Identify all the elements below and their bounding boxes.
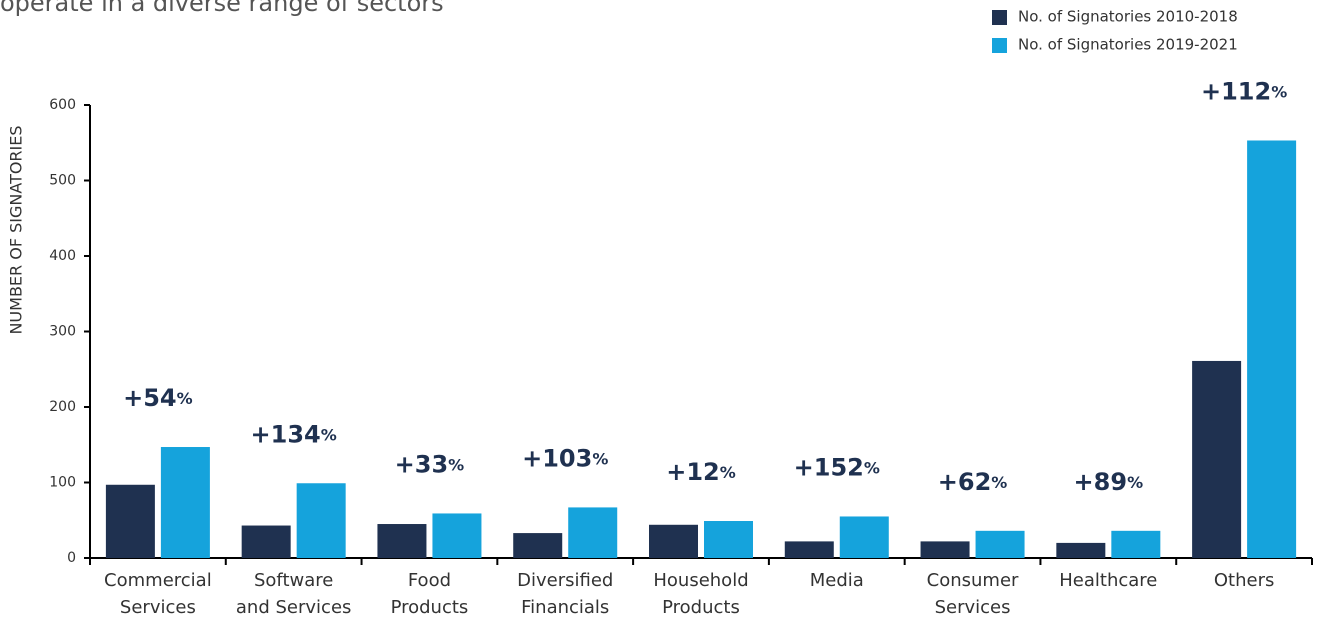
annotation-number: +12 [666, 458, 720, 486]
annotation-suffix: % [720, 463, 736, 482]
bar [1247, 140, 1297, 559]
annotation-number: +112 [1201, 77, 1271, 105]
annotation-suffix: % [991, 472, 1007, 491]
annotation-suffix: % [592, 449, 608, 468]
x-tick-label: Financials [521, 597, 609, 618]
x-tick-label: Commercial [104, 570, 212, 591]
x-tick-label: Services [935, 597, 1011, 618]
annotation: +103% [522, 444, 608, 472]
x-tick-label: Others [1214, 570, 1275, 591]
chart-title: operate in a diverse range of sectors [0, 0, 444, 17]
legend-swatch [992, 10, 1007, 25]
bar [1111, 530, 1161, 558]
legend-swatch [992, 38, 1007, 53]
annotation: +54% [123, 384, 193, 412]
bar [160, 447, 210, 558]
annotation-suffix: % [864, 458, 880, 477]
annotation-suffix: % [177, 389, 193, 408]
annotation-number: +103 [522, 444, 592, 472]
annotation: +152% [794, 453, 880, 481]
bar [1056, 542, 1106, 558]
annotation: +33% [395, 450, 465, 478]
x-tick-label: and Services [236, 597, 352, 618]
x-tick-label: Media [810, 570, 864, 591]
y-axis-label: NUMBER OF SIGNATORIES [7, 125, 26, 334]
x-tick-label: Household [653, 570, 748, 591]
bar [105, 484, 155, 558]
y-tick-label: 500 [49, 173, 76, 189]
annotation-suffix: % [321, 425, 337, 444]
y-tick-label: 100 [49, 475, 76, 491]
x-tick-label: Consumer [927, 570, 1019, 591]
bar [784, 541, 834, 558]
annotation: +12% [666, 458, 736, 486]
x-tick-label: Products [662, 597, 740, 618]
annotation-number: +33 [395, 450, 449, 478]
annotation-number: +152 [794, 453, 864, 481]
y-tick-label: 300 [49, 324, 76, 340]
bar [920, 541, 970, 558]
bar [839, 516, 889, 558]
bar [513, 533, 563, 558]
y-tick-label: 400 [49, 248, 76, 264]
y-tick-label: 0 [67, 550, 76, 566]
annotation-suffix: % [448, 455, 464, 474]
annotation: +112% [1201, 77, 1287, 105]
x-tick-label: Food [408, 570, 451, 591]
x-tick-label: Products [391, 597, 469, 618]
bar [649, 524, 698, 558]
bar [568, 507, 618, 558]
annotation-number: +62 [938, 468, 992, 496]
x-tick-label: Services [120, 597, 196, 618]
x-tick-label: Healthcare [1059, 570, 1157, 591]
bar [704, 521, 753, 558]
bar [1192, 360, 1242, 558]
legend-label: No. of Signatories 2010-2018 [1018, 8, 1238, 26]
annotation-number: +89 [1074, 468, 1128, 496]
legend-label: No. of Signatories 2019-2021 [1018, 36, 1238, 54]
bar [241, 525, 291, 558]
bar [975, 530, 1025, 558]
y-tick-label: 600 [49, 97, 76, 113]
bar [432, 513, 482, 558]
annotation-suffix: % [1127, 472, 1143, 491]
annotation: +134% [251, 420, 337, 448]
annotation-suffix: % [1271, 82, 1287, 101]
annotation-number: +134 [251, 420, 321, 448]
bar [296, 483, 346, 558]
y-tick-label: 200 [49, 399, 76, 415]
annotation: +62% [938, 468, 1008, 496]
x-tick-label: Software [254, 570, 333, 591]
bar [377, 524, 427, 558]
annotation: +89% [1074, 468, 1144, 496]
annotation-number: +54 [123, 384, 177, 412]
x-tick-label: Diversified [517, 570, 613, 591]
